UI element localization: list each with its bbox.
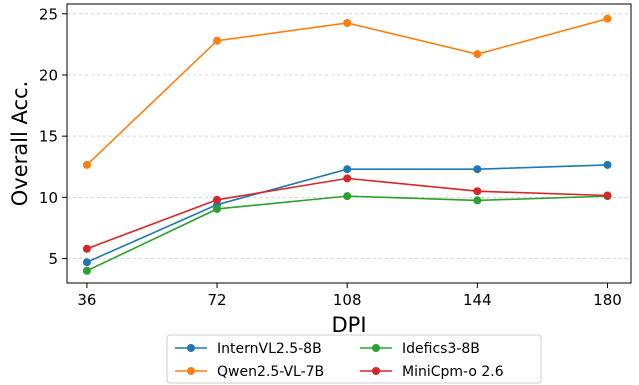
gridlines (67, 13, 631, 259)
series-layer (82, 14, 612, 275)
x-tick-label: 180 (593, 291, 622, 309)
data-point (473, 187, 482, 196)
x-tick-label: 72 (207, 291, 226, 309)
y-tick-label: 10 (39, 189, 58, 207)
x-axis-label: DPI (331, 313, 366, 337)
data-point (603, 160, 612, 169)
data-point (603, 191, 612, 200)
legend-label: MiniCpm-o 2.6 (402, 364, 504, 380)
data-point (603, 14, 612, 23)
series-line (86, 195, 608, 272)
legend: InternVL2.5-8B Qwen2.5-VL-7B Idefics3-8B Mi… (166, 334, 542, 384)
y-tick-label: 15 (39, 128, 58, 146)
data-point (343, 174, 352, 183)
series (82, 160, 612, 267)
series-line (86, 17, 608, 166)
data-point (213, 195, 222, 204)
legend-item: InternVL2.5-8B (175, 341, 322, 357)
x-tick-label: 144 (463, 291, 492, 309)
legend-item: MiniCpm-o 2.6 (360, 364, 504, 380)
series (82, 14, 612, 169)
data-point (213, 36, 222, 45)
data-point (343, 18, 352, 27)
legend-label: Qwen2.5-VL-7B (217, 364, 324, 380)
legend-box (166, 334, 542, 384)
data-point (343, 165, 352, 174)
data-point (82, 160, 91, 169)
data-point (82, 266, 91, 275)
legend-label: Idefics3-8B (402, 341, 480, 357)
data-point (473, 50, 482, 59)
legend-label: InternVL2.5-8B (217, 341, 322, 357)
data-point (473, 165, 482, 174)
y-axis-label: Overall Acc. (8, 81, 32, 207)
axis-ticks: 5 10 15 20 25 36 72 108 144 180 (39, 5, 622, 309)
series (82, 174, 612, 253)
series-line (86, 177, 608, 250)
y-tick-label: 20 (39, 66, 58, 84)
data-point (82, 244, 91, 253)
data-point (213, 204, 222, 213)
legend-swatch-marker (187, 367, 195, 375)
data-point (473, 196, 482, 205)
y-tick-label: 5 (48, 250, 58, 268)
legend-swatch-marker (372, 344, 380, 352)
y-tick-label: 25 (39, 5, 58, 23)
legend-item: Idefics3-8B (360, 341, 480, 357)
x-tick-label: 36 (77, 291, 96, 309)
legend-swatch-marker (187, 344, 195, 352)
legend-swatch-marker (372, 367, 380, 375)
series (82, 192, 612, 275)
plot-area-frame (66, 3, 632, 284)
x-tick-label: 108 (333, 291, 362, 309)
data-point (343, 192, 352, 201)
data-point (82, 258, 91, 267)
legend-item: Qwen2.5-VL-7B (175, 364, 324, 380)
